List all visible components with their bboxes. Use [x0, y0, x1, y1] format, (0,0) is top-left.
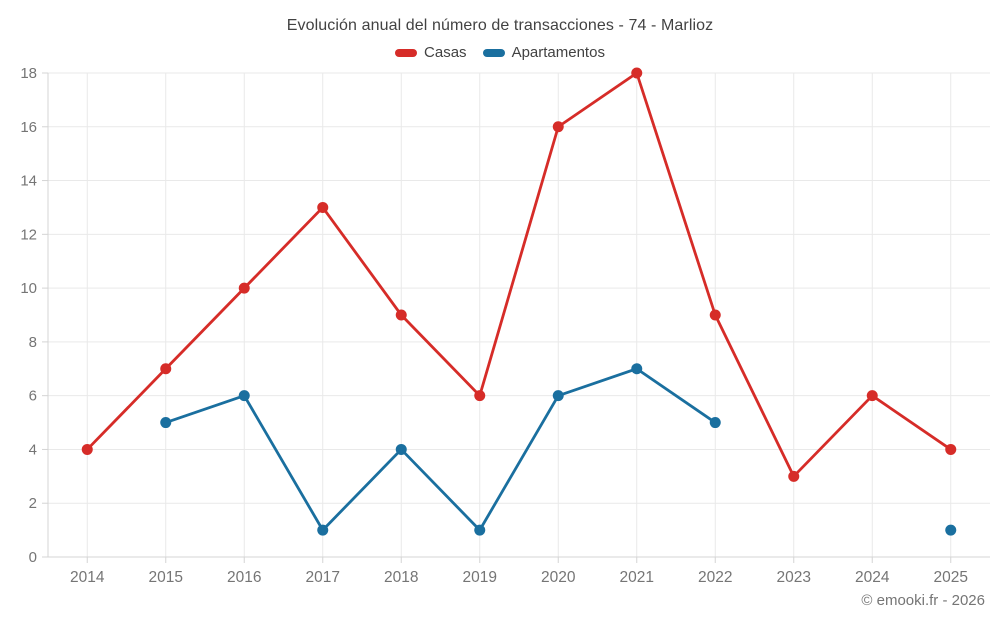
y-axis-label: 10: [20, 280, 37, 297]
data-point-apartamentos-2025[interactable]: [945, 524, 957, 536]
data-point-apartamentos-2015[interactable]: [160, 417, 172, 429]
y-axis-label: 16: [20, 119, 37, 136]
data-point-casas-2021[interactable]: [631, 67, 643, 79]
x-axis-label: 2024: [855, 569, 890, 586]
x-axis-label: 2018: [384, 569, 418, 586]
data-point-casas-2016[interactable]: [238, 282, 250, 294]
x-axis-label: 2025: [934, 569, 968, 586]
legend-swatch-casas: [395, 48, 418, 57]
legend-item-casas[interactable]: Casas: [395, 44, 467, 61]
data-point-casas-2022[interactable]: [709, 309, 721, 321]
data-point-apartamentos-2018[interactable]: [395, 443, 407, 455]
data-point-casas-2014[interactable]: [81, 443, 93, 455]
chart-title: Evolución anual del número de transaccio…: [286, 17, 714, 34]
x-axis-label: 2020: [541, 569, 576, 586]
x-axis-label: 2022: [698, 569, 732, 586]
y-axis-label: 4: [29, 441, 37, 458]
x-axis-label: 2019: [463, 569, 497, 586]
series-line-casas: [85, 71, 953, 478]
data-point-casas-2017[interactable]: [317, 201, 329, 213]
y-axis-label: 8: [29, 334, 37, 351]
data-point-apartamentos-2019[interactable]: [474, 524, 486, 536]
series-line-apartamentos: [164, 367, 717, 532]
data-point-apartamentos-2021[interactable]: [631, 363, 643, 375]
legend-label-casas: Casas: [424, 44, 467, 61]
data-point-casas-2023[interactable]: [788, 470, 800, 482]
x-axis-label: 2016: [227, 569, 261, 586]
data-point-apartamentos-2017[interactable]: [317, 524, 329, 536]
data-point-apartamentos-2020[interactable]: [552, 390, 564, 402]
x-axis-label: 2023: [777, 569, 811, 586]
legend: Casas Apartamentos: [0, 44, 1000, 61]
x-axis-label: 2021: [620, 569, 654, 586]
data-point-casas-2020[interactable]: [552, 121, 564, 133]
x-axis-label: 2017: [306, 569, 340, 586]
y-axis-label: 18: [20, 65, 37, 82]
y-axis-label: 14: [20, 173, 37, 190]
copyright-text: © emooki.fr - 2026: [861, 592, 985, 609]
y-axis-label: 12: [20, 226, 37, 243]
y-axis-label: 6: [29, 388, 37, 405]
y-axis-label: 2: [29, 495, 37, 512]
data-point-casas-2025[interactable]: [945, 443, 957, 455]
data-point-apartamentos-2016[interactable]: [238, 390, 250, 402]
y-axis-label: 0: [29, 549, 37, 566]
legend-item-apartamentos[interactable]: Apartamentos: [482, 44, 605, 61]
data-point-casas-2015[interactable]: [160, 363, 172, 375]
x-axis-label: 2015: [149, 569, 183, 586]
legend-swatch-apartamentos: [482, 48, 505, 57]
data-point-casas-2019[interactable]: [474, 390, 486, 402]
legend-label-apartamentos: Apartamentos: [511, 44, 605, 61]
data-point-casas-2018[interactable]: [395, 309, 407, 321]
data-point-apartamentos-2022[interactable]: [709, 417, 721, 429]
x-axis-label: 2014: [70, 569, 105, 586]
data-point-casas-2024[interactable]: [866, 390, 878, 402]
